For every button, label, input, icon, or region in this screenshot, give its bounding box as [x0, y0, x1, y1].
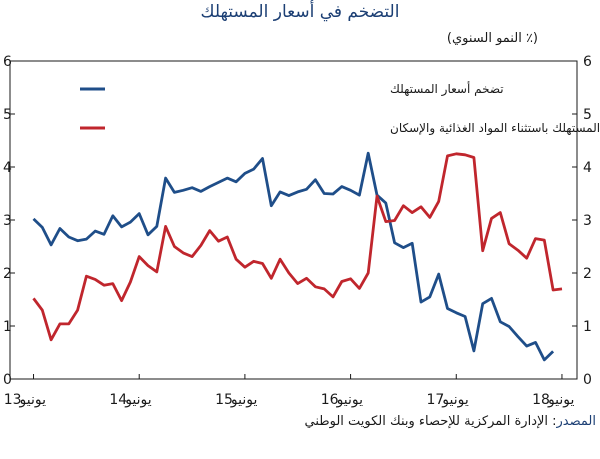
- series-line-1: [32, 151, 555, 362]
- y-tick-label-left: 5: [3, 107, 12, 123]
- x-tick-year: 13: [4, 392, 22, 408]
- source-label: المصدر: [556, 414, 596, 429]
- y-tick-label-right: 6: [583, 54, 592, 70]
- x-tick-month: يونيو: [19, 392, 47, 408]
- y-tick-label-right: 5: [583, 107, 592, 123]
- x-tick-year: 18: [532, 392, 550, 408]
- source-note: المصدر: الإدارة المركزية للإحصاء وبنك ال…: [305, 414, 597, 429]
- x-tick-year: 17: [426, 392, 444, 408]
- series-line-2: [32, 152, 563, 342]
- series-lines: [32, 151, 563, 362]
- y-tick-label-right: 2: [583, 266, 592, 282]
- x-tick-month: يونيو: [441, 392, 469, 408]
- y-tick-label-left: 4: [3, 160, 12, 176]
- y-tick-label-right: 4: [583, 160, 592, 176]
- x-tick-year: 15: [215, 392, 233, 408]
- y-tick-label-right: 1: [583, 319, 592, 335]
- legend-label-1: تضخم أسعار المستهلك: [390, 81, 504, 97]
- unit-label: (٪ النمو السنوي): [446, 31, 538, 46]
- x-tick-month: يونيو: [230, 392, 258, 408]
- y-tick-label-left: 6: [3, 54, 12, 70]
- x-tick-month: يونيو: [124, 392, 152, 408]
- y-tick-label-left: 2: [3, 266, 12, 282]
- y-tick-label-left: 3: [3, 213, 12, 229]
- legend: تضخم أسعار المستهلك تضخم أسعار المستهلك ب…: [80, 81, 600, 136]
- x-tick-month: يونيو: [547, 392, 575, 408]
- chart-title: التضخم في أسعار المستهلك: [200, 2, 400, 22]
- y-tick-label-right: 0: [583, 372, 592, 388]
- y-tick-label-left: 0: [3, 372, 12, 388]
- y-tick-label-right: 3: [583, 213, 592, 229]
- x-tick-month: يونيو: [336, 392, 364, 408]
- legend-label-2: تضخم أسعار المستهلك باستثناء المواد الغذ…: [390, 120, 600, 136]
- x-tick-year: 14: [109, 392, 127, 408]
- y-tick-label-left: 1: [3, 319, 12, 335]
- x-tick-year: 16: [321, 392, 339, 408]
- source-text: : الإدارة المركزية للإحصاء وبنك الكويت ا…: [304, 414, 557, 429]
